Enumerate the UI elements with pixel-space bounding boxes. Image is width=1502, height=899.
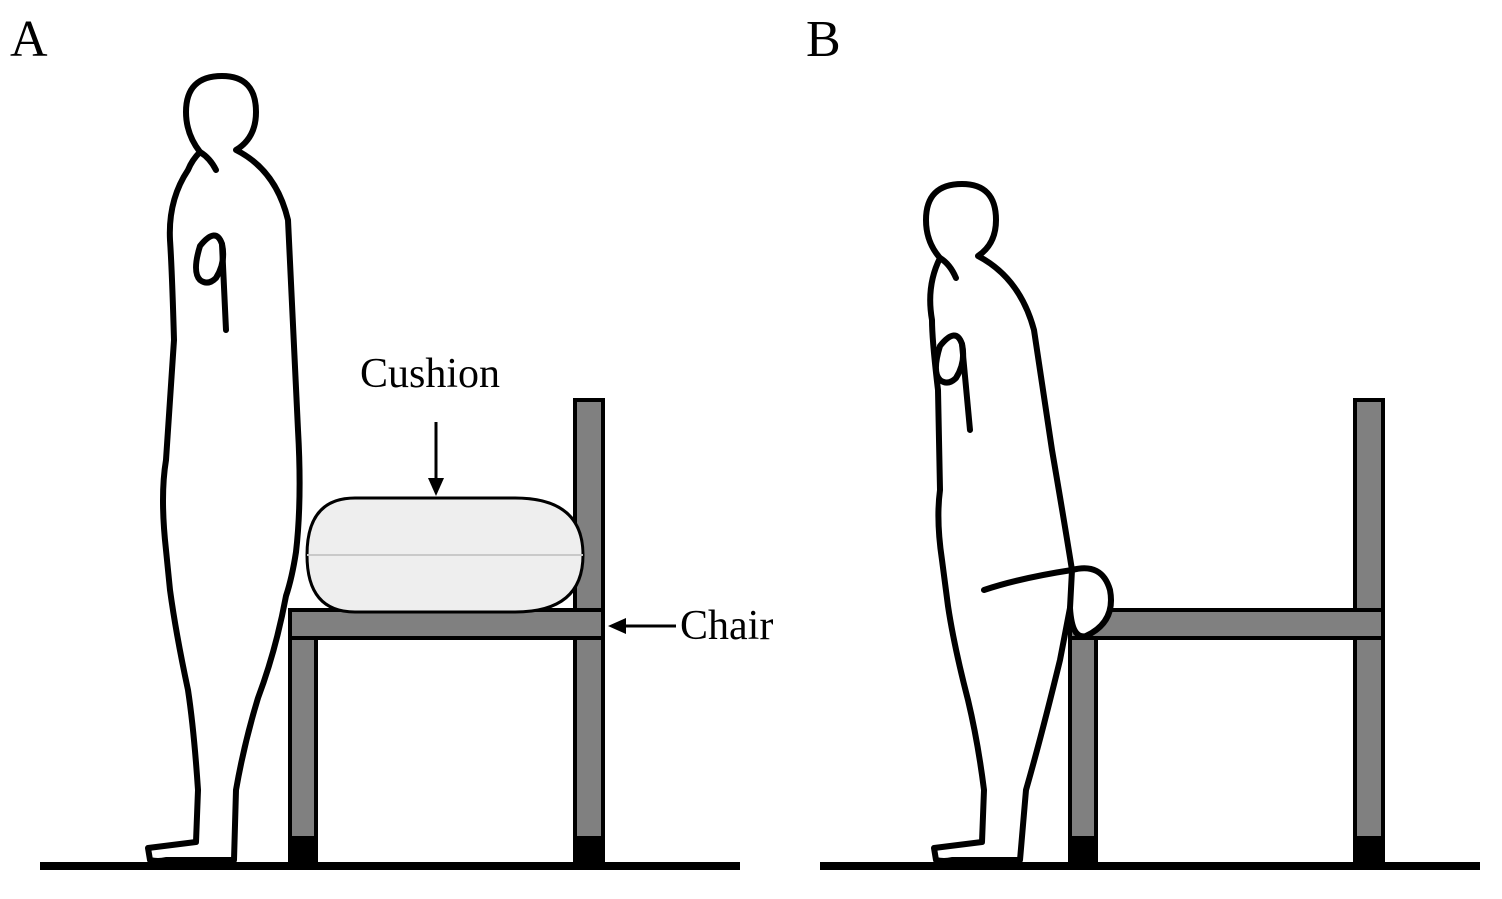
chair-annotation	[608, 618, 676, 634]
chair-label: Chair	[680, 602, 773, 650]
chair-foot-back-b	[1353, 836, 1385, 866]
panel-b	[820, 30, 1480, 870]
panel-a-svg	[40, 30, 740, 870]
cushion-annotation	[428, 422, 444, 496]
chair-foot-front	[288, 836, 318, 866]
human-figure-a	[148, 76, 300, 861]
panel-b-svg	[820, 30, 1480, 870]
cushion-label: Cushion	[360, 350, 500, 398]
chair-foot-back	[573, 836, 605, 866]
cushion	[307, 498, 583, 612]
chair-foot-front-b	[1068, 836, 1098, 866]
chair-b	[1068, 400, 1385, 866]
panel-a: Cushion Chair	[40, 30, 740, 870]
chair	[288, 400, 605, 866]
